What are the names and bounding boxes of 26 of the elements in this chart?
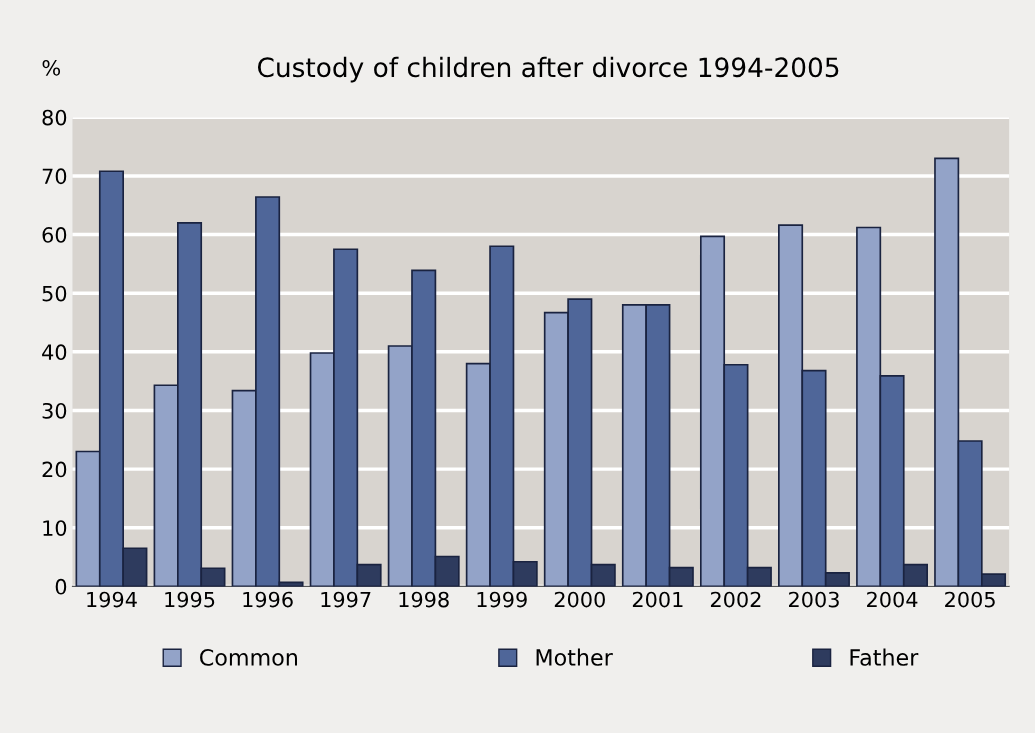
x-tick-label: 1995: [165, 591, 215, 608]
legend-label: Common: [200, 649, 297, 666]
y-tick-label: 20: [42, 461, 67, 478]
x-tick-label: 1996: [243, 591, 293, 608]
x-tick-label: 2000: [554, 591, 605, 608]
y-tick-label: 30: [42, 402, 67, 419]
y-tick-label: 50: [42, 285, 67, 302]
legend-label: Mother: [536, 648, 613, 666]
x-tick-label: 1999: [477, 591, 527, 608]
y-tick-label: 60: [42, 227, 67, 243]
y-axis-title: %: [42, 59, 61, 76]
y-tick-label: 10: [43, 520, 67, 536]
x-tick-label: 1994: [87, 591, 137, 608]
y-tick-label: 70: [42, 168, 67, 185]
x-tick-label: 2003: [789, 591, 839, 608]
x-tick-label: 2002: [710, 591, 761, 608]
x-tick-label: 1998: [399, 591, 449, 608]
chart-title: Custody of children after divorce 1994-2005: [257, 56, 839, 83]
x-tick-label: 2005: [945, 591, 995, 608]
x-tick-label: 2001: [632, 591, 683, 608]
legend-label: Father: [850, 648, 919, 666]
x-tick-label: 2004: [867, 591, 918, 608]
y-tick-label: 0: [55, 578, 67, 595]
y-tick-label: 40: [42, 344, 67, 361]
x-tick-label: 1997: [321, 591, 371, 608]
y-tick-label: 80: [42, 109, 67, 126]
